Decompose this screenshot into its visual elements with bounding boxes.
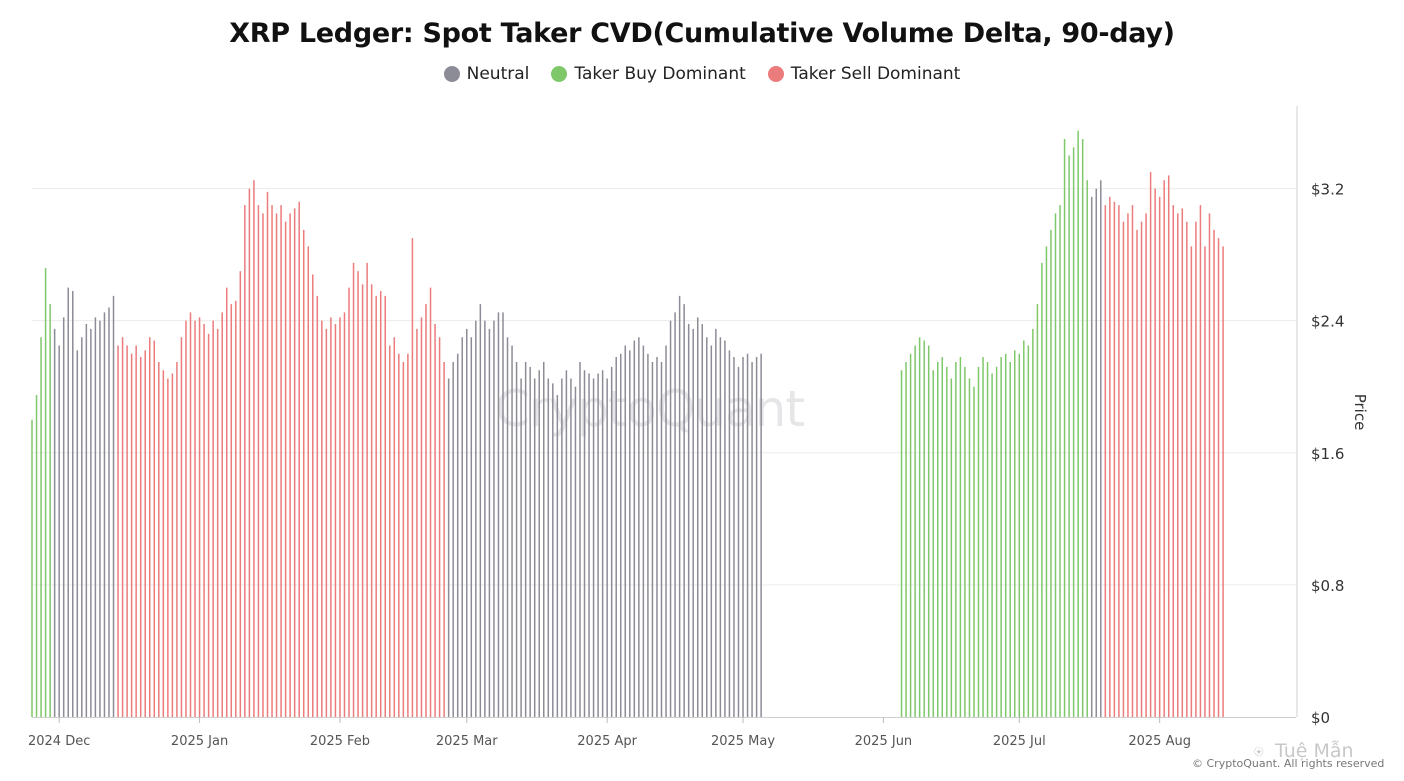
watermark: CryptoQuant — [495, 380, 805, 438]
y-tick-label: $0.8 — [1311, 577, 1344, 595]
legend-dot-neutral — [443, 66, 460, 82]
credit-text: Tuệ Mẫn — [1275, 740, 1354, 762]
legend-label-buy: Taker Buy Dominant — [574, 64, 746, 84]
x-tick-label: 2025 May — [711, 734, 775, 749]
y-tick-label: $1.6 — [1311, 445, 1344, 463]
copyright: © CryptoQuant. All rights reserved — [1192, 757, 1385, 770]
x-tick-label: 2025 Feb — [310, 734, 370, 749]
chart-title: XRP Ledger: Spot Taker CVD(Cumulative Vo… — [229, 18, 1175, 49]
legend-item-sell[interactable]: Taker Sell Dominant — [767, 64, 961, 84]
legend-item-neutral[interactable]: Neutral — [443, 64, 530, 84]
legend-label-sell: Taker Sell Dominant — [790, 64, 961, 84]
x-tick-label: 2024 Dec — [28, 734, 90, 749]
legend-dot-sell — [767, 66, 784, 82]
x-tick-label: 2025 Jun — [855, 734, 913, 749]
x-axis: 2024 Dec 2025 Jan 2025 Feb 2025 Mar 2025 Apr… — [28, 717, 1296, 749]
x-tick-label: 2025 Jan — [171, 734, 228, 749]
x-tick-label: 2025 Mar — [436, 734, 498, 749]
legend: Neutral Taker Buy Dominant Taker Sell Do… — [0, 64, 1404, 84]
grid-lines — [32, 188, 1296, 586]
y-tick-label: $3.2 — [1311, 181, 1344, 199]
bars — [31, 130, 1224, 717]
x-tick-label: 2025 Jul — [993, 734, 1046, 749]
y-tick-label: $2.4 — [1311, 313, 1344, 331]
x-tick-label: 2025 Aug — [1128, 734, 1191, 749]
user-icon: ⍟ — [1254, 744, 1264, 761]
legend-dot-buy — [551, 66, 568, 82]
legend-label-neutral: Neutral — [466, 64, 530, 84]
y-axis-label: Price — [1351, 394, 1369, 431]
x-tick-label: 2025 Apr — [577, 734, 637, 749]
legend-item-buy[interactable]: Taker Buy Dominant — [551, 64, 746, 84]
y-axis: $0 $0.8 $1.6 $2.4 $3.2 Price — [1296, 106, 1369, 727]
y-tick-label: $0 — [1311, 709, 1330, 727]
